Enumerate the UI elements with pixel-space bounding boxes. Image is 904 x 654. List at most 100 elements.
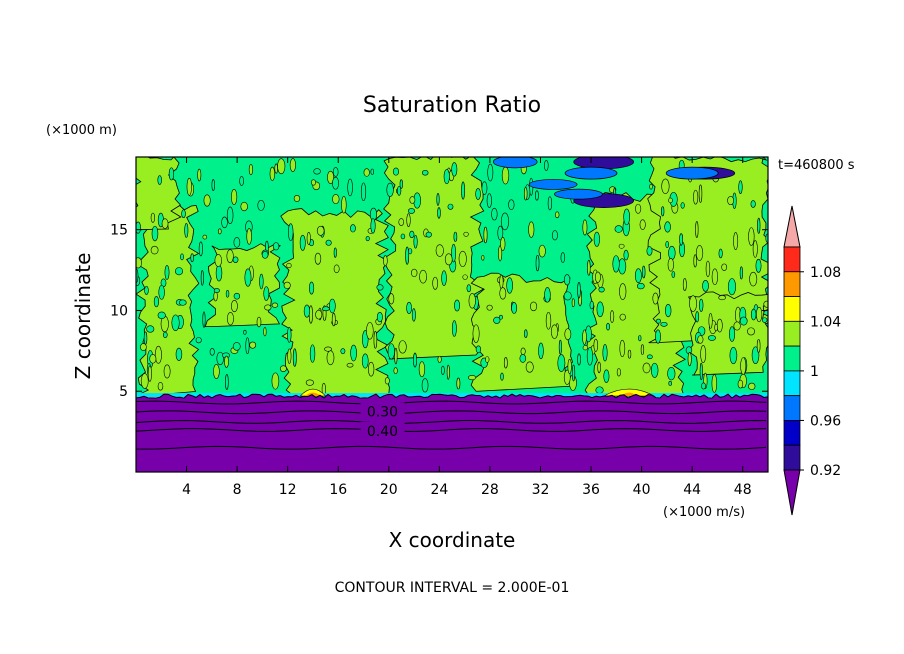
contour-cell xyxy=(146,325,155,333)
contour-cell xyxy=(272,242,280,251)
contour-cell xyxy=(394,347,398,365)
x-tick-label: 40 xyxy=(633,482,651,498)
contour-cell xyxy=(239,176,244,186)
contour-cell xyxy=(346,362,354,368)
contour-cell xyxy=(486,304,493,311)
contour-cell xyxy=(157,311,166,320)
contour-cell xyxy=(693,254,697,268)
contour-cell xyxy=(370,168,374,175)
contour-cell xyxy=(245,337,250,355)
contour-cell xyxy=(639,219,646,230)
contour-cell xyxy=(136,257,142,269)
contour-cell xyxy=(162,331,168,338)
contour-cell xyxy=(444,253,453,266)
contour-cell xyxy=(373,330,378,349)
contour-cell xyxy=(411,308,416,322)
contour-cell xyxy=(638,335,642,342)
contour-cell xyxy=(195,337,202,344)
contour-cell xyxy=(405,246,410,265)
contour-cell xyxy=(577,353,581,366)
contour-cell xyxy=(563,274,571,286)
contour-cell xyxy=(571,364,576,382)
contour-cell xyxy=(383,255,388,267)
contour-cell xyxy=(661,206,665,217)
contour-cell xyxy=(454,299,461,312)
contour-cell xyxy=(397,185,402,196)
contour-cell xyxy=(544,287,551,303)
contour-cell xyxy=(283,281,291,289)
contour-cell xyxy=(602,344,608,362)
contour-cell xyxy=(498,245,503,262)
plot-area: 0.30 0.40 xyxy=(136,157,768,472)
contour-cell xyxy=(287,348,292,364)
x-tick-label: 44 xyxy=(683,482,701,498)
contour-cell xyxy=(211,179,215,191)
contour-cell xyxy=(248,164,254,176)
contour-cell xyxy=(664,304,672,318)
region-subsaturated xyxy=(492,157,538,169)
contour-cell xyxy=(263,327,267,337)
contour-cell xyxy=(687,352,692,367)
contour-cell xyxy=(384,377,390,385)
contour-cell xyxy=(437,207,441,219)
contour-cell xyxy=(680,202,685,209)
contour-cell xyxy=(468,293,476,309)
contour-cell xyxy=(367,361,375,377)
contour-cell xyxy=(693,189,699,205)
contour-cell xyxy=(413,352,417,368)
contour-cell xyxy=(249,341,257,349)
contour-cell xyxy=(293,195,301,202)
contour-cell xyxy=(668,380,672,386)
contour-cell xyxy=(388,293,395,305)
contour-cell xyxy=(333,247,337,258)
colorbar-segment xyxy=(783,246,801,273)
contour-cell xyxy=(326,350,335,366)
contour-cell xyxy=(309,344,316,363)
region-supersaturated xyxy=(687,291,768,376)
contour-cell xyxy=(418,361,426,378)
contour-cell xyxy=(341,196,347,214)
contour-cell xyxy=(332,167,339,177)
contour-cell xyxy=(550,324,559,339)
contour-cell xyxy=(154,345,162,364)
contour-cell xyxy=(226,206,234,224)
contour-cell xyxy=(158,284,165,300)
contour-cell xyxy=(711,268,719,286)
x-axis-label: X coordinate xyxy=(389,528,516,552)
contour-cell xyxy=(370,218,376,234)
contour-cell xyxy=(698,184,703,203)
contour-cell xyxy=(392,167,400,176)
y-unit-label: (×1000 m) xyxy=(46,123,117,138)
contour-cell xyxy=(501,166,510,185)
contour-cell xyxy=(150,212,156,223)
contour-cell xyxy=(737,379,744,389)
contour-cell xyxy=(409,230,415,239)
contour-cell xyxy=(441,270,447,286)
contour-cell xyxy=(230,189,238,205)
contour-cell xyxy=(436,193,440,206)
contour-cell xyxy=(316,225,325,236)
contour-cell xyxy=(665,241,669,249)
contour-cell xyxy=(551,230,558,241)
contour-cell xyxy=(727,278,736,296)
contour-cell xyxy=(733,232,739,250)
contour-cell xyxy=(500,237,506,251)
contour-cell xyxy=(497,225,504,241)
contour-cell xyxy=(727,196,735,206)
contour-cell xyxy=(149,354,157,364)
contour-cell xyxy=(668,245,676,261)
region-subsaturated xyxy=(665,166,719,180)
contour-cell xyxy=(642,362,651,374)
contour-cell xyxy=(525,361,534,373)
region-supersaturated xyxy=(136,157,182,231)
contour-cell xyxy=(393,367,398,375)
contour-cell xyxy=(589,300,594,310)
contour-cell xyxy=(456,377,461,390)
contour-cell xyxy=(498,314,503,320)
contour-cell xyxy=(606,322,610,331)
colorbar-segment xyxy=(783,320,801,347)
contour-cell xyxy=(421,378,429,393)
contour-cell xyxy=(311,179,316,186)
contour-cell xyxy=(443,169,450,185)
contour-cell xyxy=(567,358,572,375)
